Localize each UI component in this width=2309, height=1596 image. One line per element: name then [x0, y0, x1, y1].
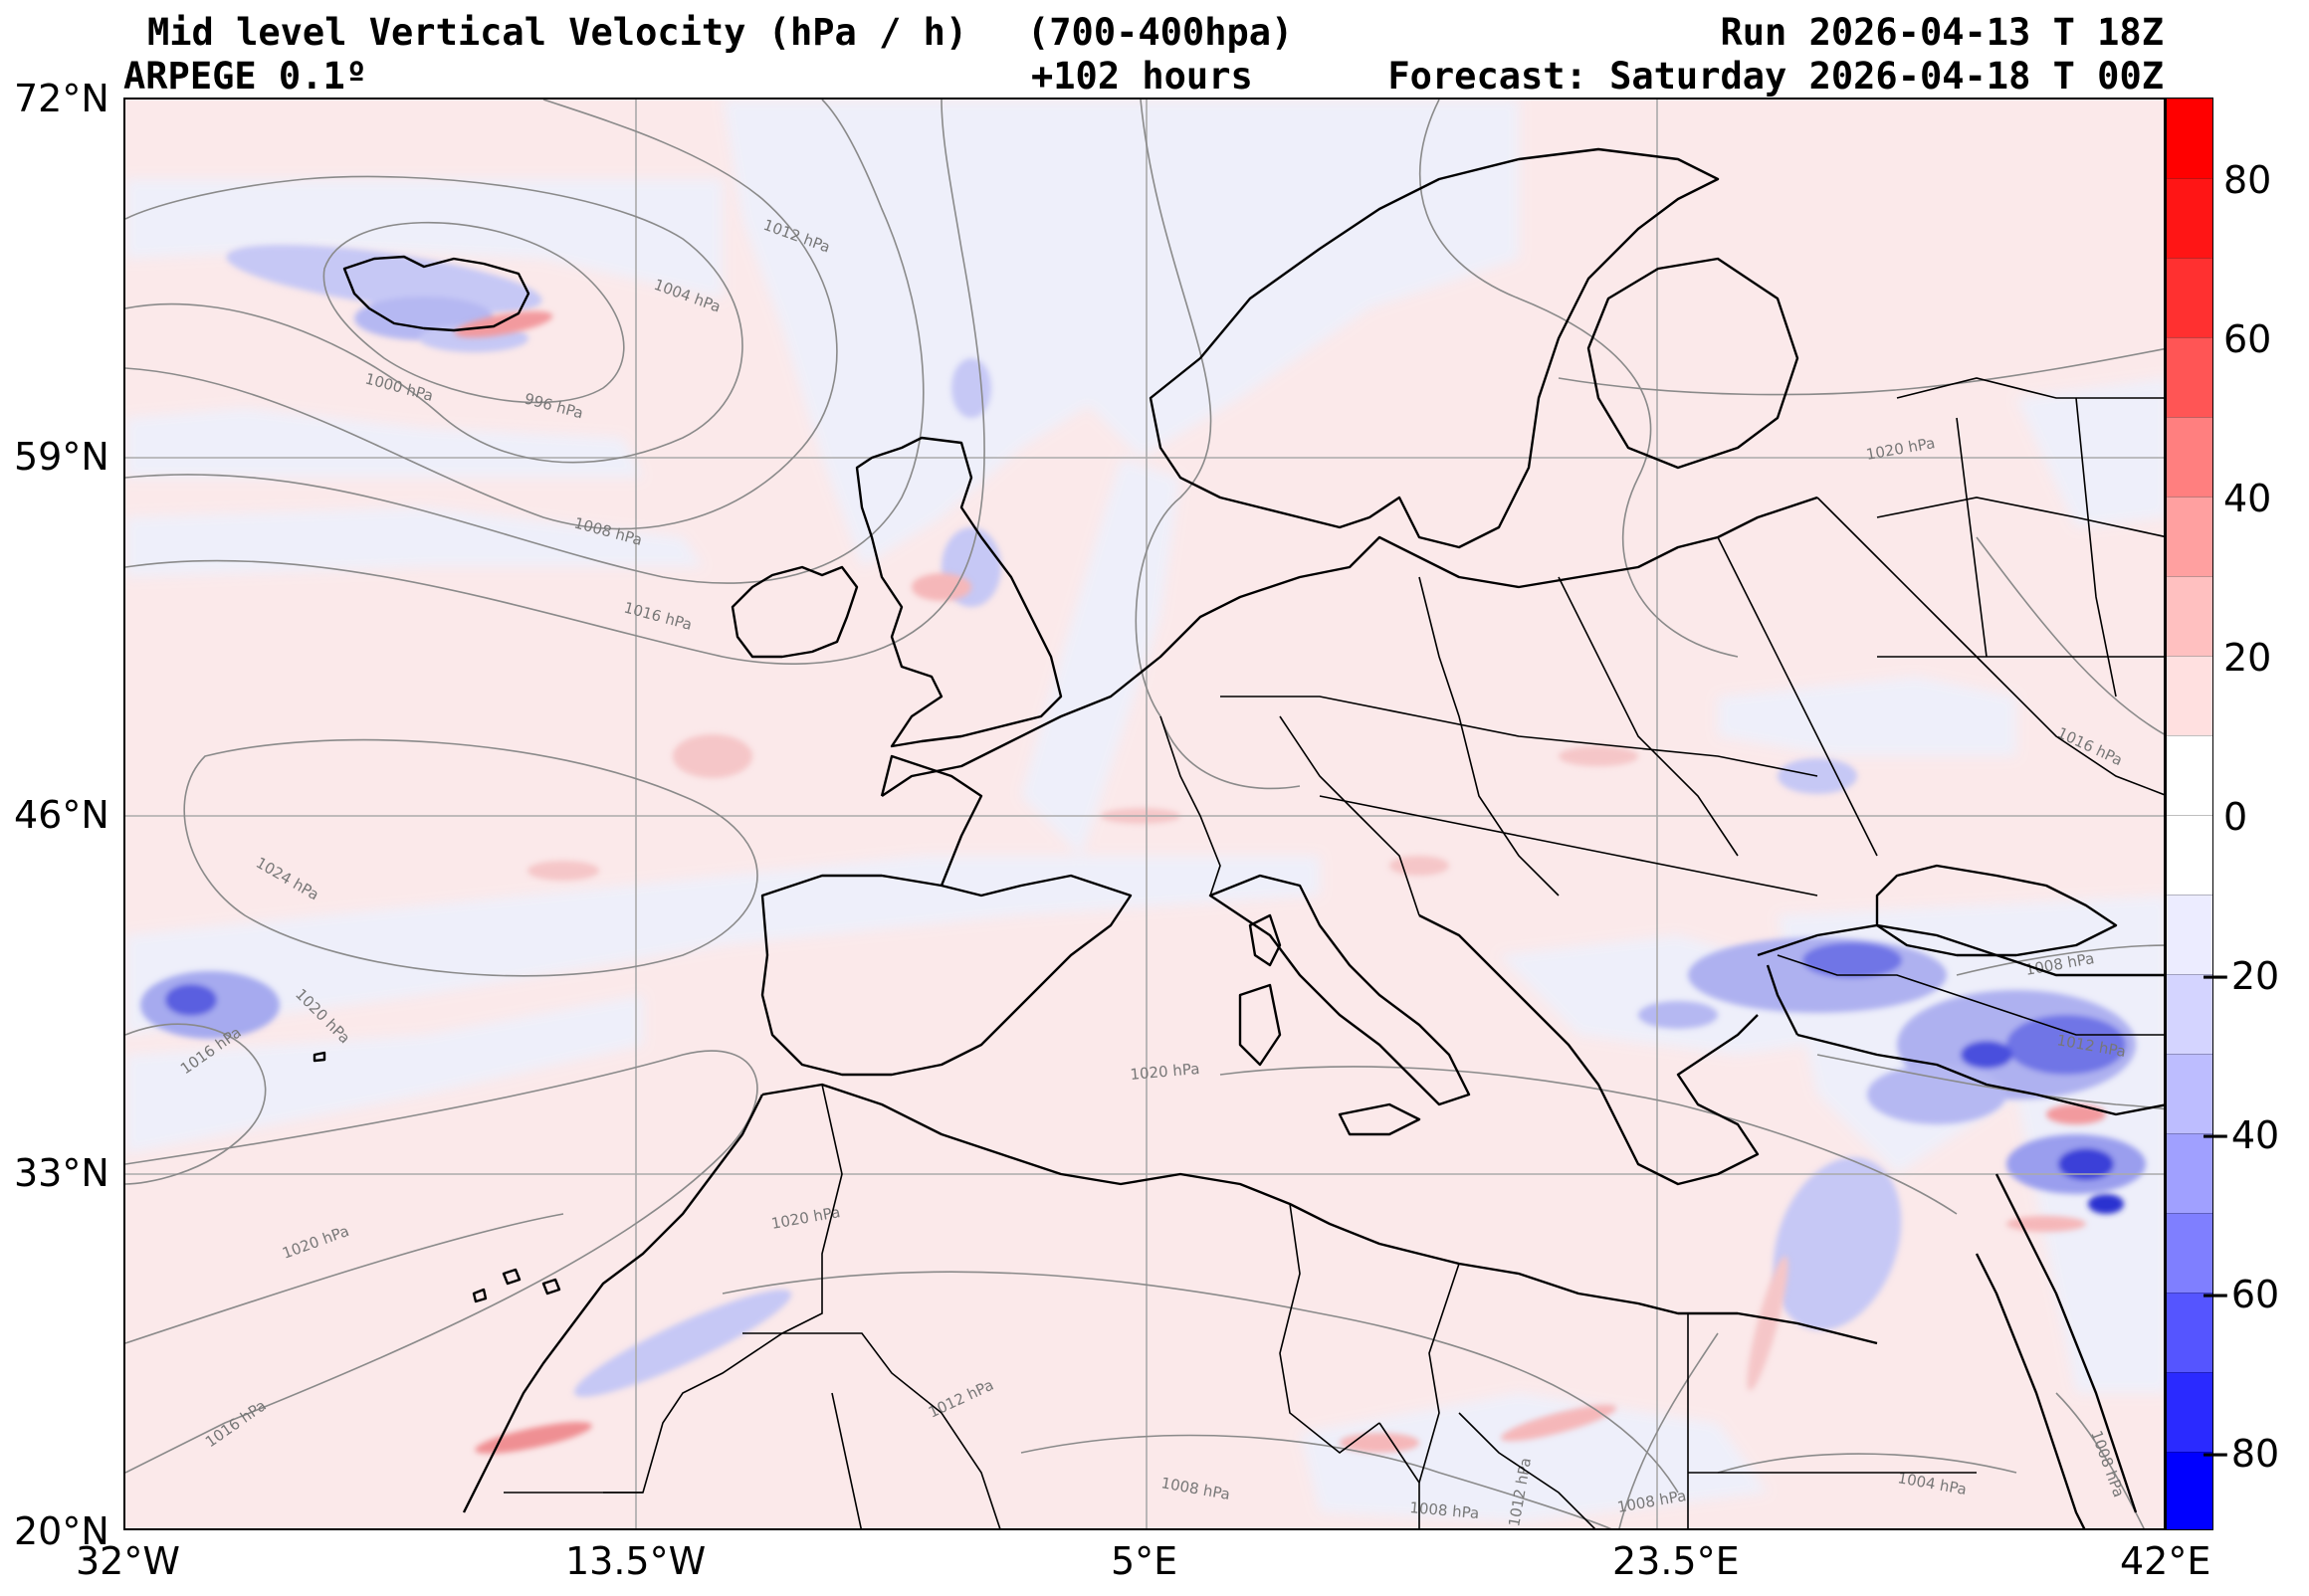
colorbar-segment [2167, 815, 2212, 896]
isobars [125, 100, 2164, 1528]
colorbar-segment [2167, 497, 2212, 577]
graticule [125, 100, 2164, 1528]
colorbar-segment [2167, 337, 2212, 418]
colorbar-tick-label: −80 [2200, 1432, 2280, 1476]
colorbar-tick-label: 80 [2223, 158, 2272, 202]
colorbar-tick-label: 20 [2223, 636, 2272, 680]
lon-label: 42°E [2120, 1539, 2211, 1583]
lat-label: 33°N [14, 1151, 109, 1195]
lon-label: 5°E [1111, 1539, 1178, 1583]
colorbar-segment [2167, 258, 2212, 338]
map-canvas[interactable]: 1012 hPa 1004 hPa 1000 hPa 996 hPa 1008 … [125, 100, 2166, 1530]
colorbar-segment [2167, 576, 2212, 657]
lon-label: 32°W [76, 1539, 180, 1583]
colorbar-tick-label: 40 [2223, 477, 2272, 520]
lat-label: 72°N [14, 77, 109, 120]
colorbar-tick-label: −40 [2200, 1113, 2280, 1157]
run-label: Run 2026-04-13 T 18Z [1720, 11, 2164, 54]
colorbar-segment [2167, 974, 2212, 1055]
country-borders [504, 377, 2164, 1528]
colorbar-segment [2167, 99, 2212, 179]
colorbar-tick-label: 60 [2223, 317, 2272, 361]
colorbar-segment [2167, 1054, 2212, 1134]
coastlines [313, 147, 2164, 1528]
lon-label: 13.5°W [565, 1539, 707, 1583]
lat-label: 46°N [14, 793, 109, 837]
colorbar-segment [2167, 735, 2212, 816]
colorbar [2166, 98, 2213, 1530]
map-panel[interactable]: 1012 hPa 1004 hPa 1000 hPa 996 hPa 1008 … [123, 98, 2166, 1530]
anatolia-coast [1757, 923, 2164, 1036]
ascent-shading [125, 100, 2164, 1522]
model-label: ARPEGE 0.1º [123, 55, 368, 98]
colorbar-segment [2167, 656, 2212, 736]
colorbar-segment [2167, 1213, 2212, 1294]
colorbar-segment [2167, 1452, 2212, 1529]
colorbar-segment [2167, 1293, 2212, 1373]
colorbar-tick-label: 0 [2223, 795, 2248, 839]
colorbar-tick-label: −60 [2200, 1273, 2280, 1316]
chart-title: Mid level Vertical Velocity (hPa / h) [147, 11, 968, 54]
lat-label: 20°N [14, 1509, 109, 1553]
colorbar-segment [2167, 417, 2212, 498]
strong-ascent-shading [140, 244, 2146, 1397]
lon-label: 23.5°E [1612, 1539, 1740, 1583]
colorbar-segment [2167, 895, 2212, 975]
colorbar-tick-label: −20 [2200, 954, 2280, 998]
colorbar-segment [2167, 1133, 2212, 1214]
lead-time-label: +102 hours [1031, 55, 1253, 98]
lat-label: 59°N [14, 435, 109, 479]
colorbar-segment [2167, 1372, 2212, 1453]
colorbar-segment [2167, 178, 2212, 259]
forecast-time-label: Forecast: Saturday 2026-04-18 T 00Z [1387, 55, 2164, 98]
layer-label: (700-400hpa) [1027, 11, 1294, 54]
